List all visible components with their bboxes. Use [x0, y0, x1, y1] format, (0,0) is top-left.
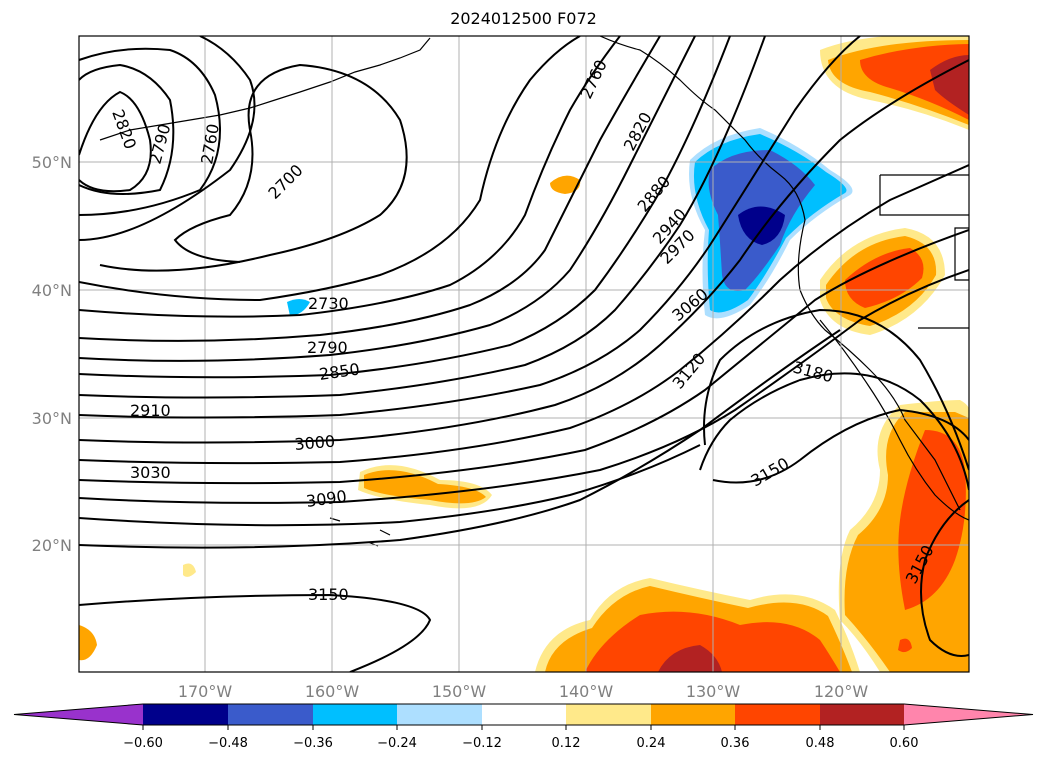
- colorbar-tick-label: 0.60: [890, 736, 919, 751]
- contour-label: 2820: [620, 109, 656, 154]
- contour-label: 2880: [634, 172, 675, 215]
- lon-label: 140°W: [559, 682, 614, 701]
- longitude-labels: 170°W 160°W 150°W 140°W 130°W 120°W: [178, 682, 869, 701]
- contour-label: 3030: [130, 463, 171, 482]
- colorbar-cell: [566, 704, 651, 725]
- contour-label: 3090: [305, 486, 348, 510]
- colorbar-cell: [904, 704, 1033, 725]
- contour-label: 3150: [748, 454, 793, 491]
- contour-label: 2910: [130, 401, 171, 420]
- contour-label: 2730: [308, 294, 349, 313]
- colorbar-cell: [651, 704, 735, 725]
- contour-label: 3120: [669, 349, 710, 392]
- colorbar-cell: [228, 704, 313, 725]
- map-frame: [78, 35, 970, 673]
- colorbar-cell: [820, 704, 904, 725]
- lon-label: 170°W: [178, 682, 233, 701]
- colorbar-cell: [397, 704, 482, 725]
- contour-label: 3180: [791, 358, 835, 387]
- lon-label: 150°W: [432, 682, 487, 701]
- lon-label: 160°W: [305, 682, 360, 701]
- colorbar-tick-label: −0.24: [377, 736, 417, 751]
- contour-label: 2790: [307, 338, 348, 357]
- contour-label: 2820: [108, 107, 140, 152]
- colorbar-tick-label: 0.12: [552, 736, 581, 751]
- lon-label: 130°W: [686, 682, 741, 701]
- colorbar-tick-label: −0.36: [293, 736, 333, 751]
- colorbar-cell: [313, 704, 397, 725]
- lat-label: 50°N: [32, 153, 72, 172]
- colorbar-tick-label: −0.60: [123, 736, 163, 751]
- lat-label: 20°N: [32, 536, 72, 555]
- lat-label: 30°N: [32, 409, 72, 428]
- lon-label: 120°W: [814, 682, 869, 701]
- height-contours: [79, 36, 969, 672]
- contour-label: 2700: [264, 161, 306, 203]
- colorbar-tick-label: 0.48: [806, 736, 835, 751]
- colorbar-cell: [482, 704, 566, 725]
- negative-anomaly-shading: [287, 128, 853, 319]
- map-title: 2024012500 F072: [450, 9, 597, 28]
- contour-label: 2760: [576, 57, 610, 102]
- contour-label: 3150: [308, 585, 349, 604]
- colorbar-cell: [14, 704, 143, 725]
- colorbar-cell: [143, 704, 228, 725]
- contour-label: 2760: [197, 122, 223, 165]
- colorbar-cell: [735, 704, 820, 725]
- colorbar-tick-label: 0.24: [637, 736, 666, 751]
- latitude-labels: 50°N 40°N 30°N 20°N: [32, 153, 72, 555]
- colorbar-tick-label: −0.12: [462, 736, 502, 751]
- contour-labels: 2820 2790 2760 2700 2760 2820 2880 2940 …: [108, 57, 937, 604]
- colorbar-tick-label: 0.36: [721, 736, 750, 751]
- lat-label: 40°N: [32, 281, 72, 300]
- colorbar-tick-label: −0.48: [208, 736, 248, 751]
- contour-label: 2850: [318, 359, 361, 383]
- colorbar: −0.60 −0.48 −0.36 −0.24 −0.12 0.12 0.24 …: [13, 703, 1034, 751]
- contour-label: 3000: [294, 432, 336, 454]
